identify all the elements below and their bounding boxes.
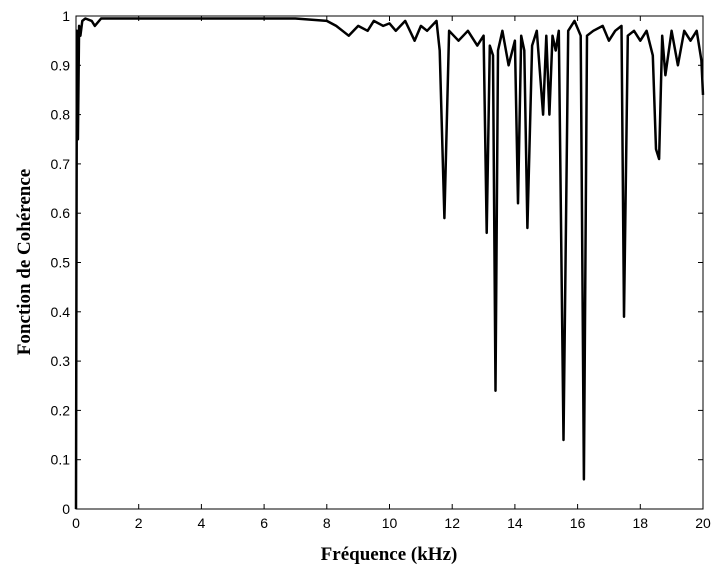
y-tick-label: 0.7 [51,156,71,172]
x-tick-label: 18 [633,515,649,531]
y-tick-label: 0.3 [51,353,71,369]
x-tick-label: 20 [695,515,711,531]
x-tick-label: 6 [260,515,268,531]
y-tick-label: 0.2 [51,402,71,418]
y-tick-label: 1 [62,8,70,24]
x-tick-label: 0 [72,515,80,531]
x-axis-ticks: 0 2 4 6 8 10 12 14 16 18 20 [72,16,711,531]
x-tick-label: 12 [444,515,460,531]
y-tick-label: 0.5 [51,255,71,271]
x-tick-label: 16 [570,515,586,531]
x-tick-label: 2 [135,515,143,531]
x-axis-title: Fréquence (kHz) [321,544,458,565]
y-tick-label: 0.1 [51,452,71,468]
y-axis-title: Fonction de Cohérence [14,169,35,355]
x-tick-label: 8 [323,515,331,531]
coherence-series-line [74,17,705,510]
y-tick-label: 0.8 [51,107,71,123]
x-tick-label: 10 [382,515,398,531]
plot-area [75,15,704,510]
x-tick-label: 4 [198,515,206,531]
y-tick-label: 0.4 [51,304,71,320]
series-layer [74,17,705,510]
y-tick-label: 0.9 [51,57,71,73]
y-axis-ticks: 0 0.1 0.2 0.3 0.4 0.5 0.6 0.7 0.8 0.9 1 [51,8,703,517]
y-tick-label: 0 [62,501,70,517]
y-tick-label: 0.6 [51,205,71,221]
x-tick-label: 14 [507,515,523,531]
